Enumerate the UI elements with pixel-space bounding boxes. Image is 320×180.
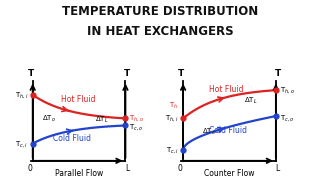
Text: TEMPERATURE DISTRIBUTION: TEMPERATURE DISTRIBUTION	[62, 5, 258, 18]
Text: T: T	[28, 69, 34, 78]
Text: T: T	[178, 69, 184, 78]
Text: T: T	[275, 69, 281, 78]
Text: Counter Flow: Counter Flow	[204, 169, 255, 178]
Text: ΔT$_o$: ΔT$_o$	[202, 127, 216, 137]
Text: T$_{c,i}$: T$_{c,i}$	[15, 139, 28, 148]
Text: Hot Fluid: Hot Fluid	[209, 85, 244, 94]
Text: T$_{h,o}$: T$_{h,o}$	[280, 85, 294, 95]
Text: T$_{h,o}$: T$_{h,o}$	[129, 113, 144, 123]
Text: ΔT$_L$: ΔT$_L$	[95, 115, 109, 125]
Text: IN HEAT EXCHANGERS: IN HEAT EXCHANGERS	[87, 25, 233, 38]
Text: ΔT$_o$: ΔT$_o$	[42, 114, 55, 124]
Text: L: L	[276, 164, 280, 173]
Text: 0: 0	[28, 164, 32, 173]
Text: Parallel Flow: Parallel Flow	[55, 169, 103, 178]
Text: L: L	[125, 164, 129, 173]
Text: Cold Fluid: Cold Fluid	[53, 134, 91, 143]
Text: T$_{h,i}$: T$_{h,i}$	[15, 90, 28, 100]
Text: Hot Fluid: Hot Fluid	[60, 95, 95, 104]
Text: T$_{c,o}$: T$_{c,o}$	[129, 122, 144, 132]
Text: ΔT$_L$: ΔT$_L$	[244, 96, 258, 106]
Text: T$_h$: T$_h$	[169, 101, 179, 111]
Text: 0: 0	[178, 164, 183, 173]
Text: T$_{c,o}$: T$_{c,o}$	[280, 113, 294, 123]
Text: Cold Fluid: Cold Fluid	[209, 125, 247, 134]
Text: T$_{c,i}$: T$_{c,i}$	[165, 145, 179, 155]
Text: T$_{h,i}$: T$_{h,i}$	[165, 113, 179, 123]
Text: T: T	[124, 69, 131, 78]
